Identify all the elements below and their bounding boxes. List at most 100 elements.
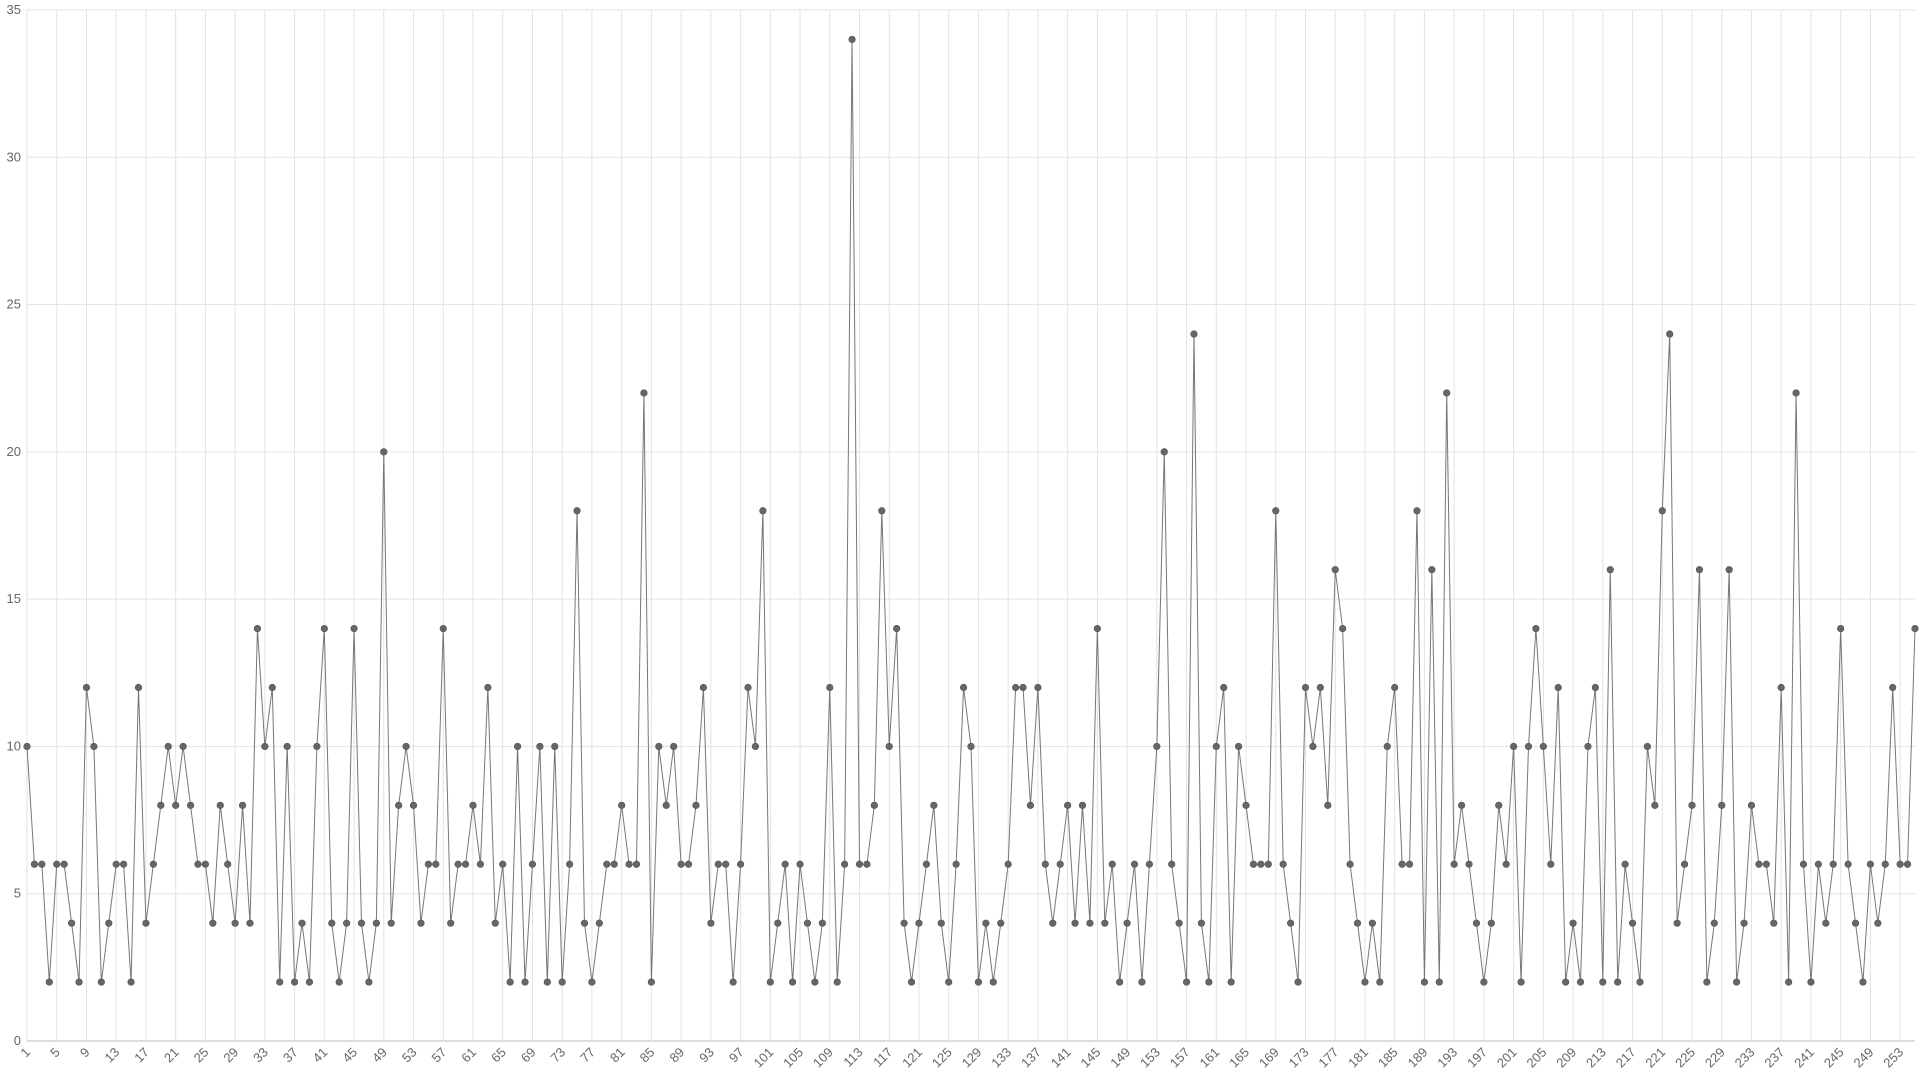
x-tick-label: 29 bbox=[220, 1045, 241, 1066]
x-tick-label: 45 bbox=[339, 1045, 360, 1066]
point bbox=[1740, 919, 1748, 927]
point bbox=[1502, 860, 1510, 868]
point bbox=[543, 978, 551, 986]
point bbox=[1747, 801, 1756, 809]
point bbox=[1153, 742, 1161, 751]
point bbox=[1272, 507, 1280, 515]
point bbox=[1606, 566, 1614, 574]
point bbox=[625, 860, 633, 868]
point bbox=[1056, 860, 1064, 868]
point bbox=[365, 978, 373, 986]
point bbox=[320, 624, 328, 633]
point bbox=[1822, 919, 1830, 927]
x-tick-label: 125 bbox=[929, 1045, 955, 1071]
point bbox=[1614, 978, 1622, 986]
point bbox=[387, 919, 395, 927]
point bbox=[97, 978, 105, 986]
point bbox=[1220, 683, 1228, 692]
point bbox=[1101, 919, 1109, 927]
point bbox=[454, 860, 462, 868]
x-tick-label: 49 bbox=[369, 1045, 390, 1066]
point bbox=[588, 978, 596, 986]
x-tick-label: 121 bbox=[899, 1045, 925, 1071]
point bbox=[157, 801, 165, 809]
point bbox=[1376, 978, 1384, 986]
point bbox=[1524, 742, 1533, 751]
point bbox=[1450, 860, 1458, 868]
point bbox=[930, 801, 938, 809]
point bbox=[640, 389, 648, 397]
point bbox=[1034, 683, 1042, 692]
point bbox=[343, 919, 351, 927]
point bbox=[231, 919, 239, 927]
point bbox=[751, 742, 760, 751]
x-tick-label: 5 bbox=[47, 1045, 63, 1061]
point bbox=[1168, 860, 1176, 868]
x-tick-label: 1 bbox=[17, 1045, 33, 1061]
x-tick-label: 17 bbox=[131, 1045, 152, 1066]
x-tick-label: 81 bbox=[607, 1045, 628, 1066]
point bbox=[1889, 683, 1897, 692]
x-tick-label: 145 bbox=[1078, 1045, 1104, 1071]
point bbox=[662, 801, 670, 809]
point bbox=[729, 978, 737, 986]
point bbox=[952, 860, 960, 868]
point bbox=[1807, 978, 1815, 986]
point bbox=[1145, 860, 1153, 868]
point bbox=[1576, 978, 1585, 986]
point bbox=[1242, 801, 1250, 809]
point bbox=[194, 860, 202, 868]
point bbox=[1785, 978, 1793, 986]
x-tick-label: 13 bbox=[101, 1045, 122, 1066]
point bbox=[1398, 860, 1406, 868]
point bbox=[209, 919, 217, 927]
point bbox=[283, 742, 291, 751]
point bbox=[1234, 742, 1243, 751]
point bbox=[528, 860, 537, 868]
point bbox=[246, 919, 254, 927]
point bbox=[439, 624, 447, 633]
point bbox=[1487, 919, 1495, 927]
point bbox=[1599, 978, 1607, 986]
x-tick-label: 137 bbox=[1018, 1045, 1044, 1071]
x-tick-label: 153 bbox=[1137, 1045, 1163, 1071]
point bbox=[1517, 978, 1525, 986]
point bbox=[238, 801, 247, 809]
x-tick-label: 89 bbox=[666, 1045, 687, 1066]
point bbox=[1844, 860, 1852, 868]
point bbox=[1792, 389, 1800, 397]
point bbox=[1116, 978, 1124, 986]
point bbox=[1182, 978, 1191, 986]
point bbox=[1554, 683, 1562, 692]
x-tick-label: 217 bbox=[1613, 1045, 1639, 1071]
point bbox=[870, 801, 878, 809]
x-tick-label: 193 bbox=[1434, 1045, 1460, 1071]
point bbox=[1287, 919, 1295, 927]
point bbox=[1710, 919, 1718, 927]
point bbox=[811, 978, 819, 986]
x-tick-label: 61 bbox=[458, 1045, 479, 1066]
x-tick-label: 241 bbox=[1791, 1045, 1817, 1071]
point bbox=[1123, 919, 1131, 927]
point bbox=[1621, 860, 1629, 868]
point bbox=[1903, 860, 1912, 868]
point bbox=[290, 978, 299, 986]
point bbox=[1026, 801, 1035, 809]
x-tick-label: 233 bbox=[1732, 1045, 1758, 1071]
point bbox=[707, 919, 715, 927]
point bbox=[573, 507, 581, 515]
point bbox=[1695, 566, 1704, 574]
point bbox=[447, 919, 455, 927]
y-tick-label: 30 bbox=[7, 149, 21, 164]
point bbox=[863, 860, 871, 868]
y-tick-label: 0 bbox=[14, 1033, 21, 1048]
point bbox=[1175, 919, 1183, 927]
point bbox=[595, 919, 603, 927]
point bbox=[796, 860, 804, 868]
point bbox=[313, 742, 321, 751]
x-tick-label: 101 bbox=[750, 1045, 776, 1071]
point bbox=[402, 742, 410, 751]
point bbox=[922, 860, 931, 868]
point bbox=[1257, 860, 1265, 868]
